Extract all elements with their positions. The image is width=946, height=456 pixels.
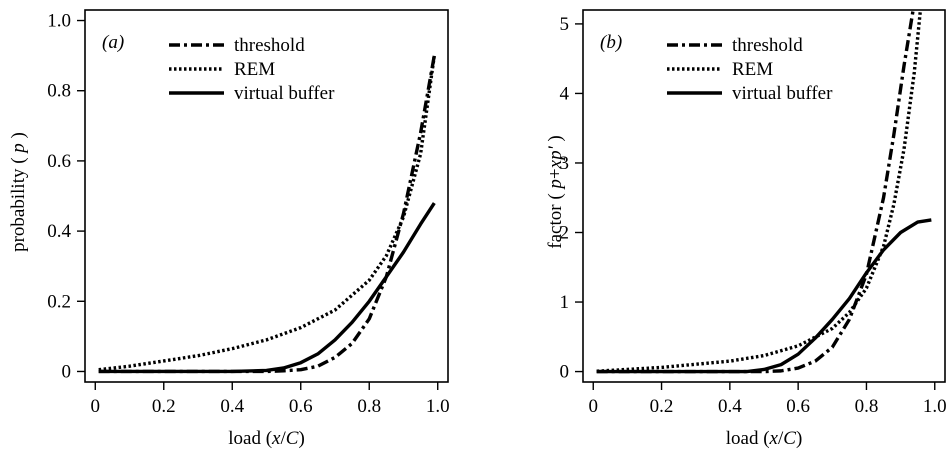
y-axis-label-part: ) (545, 135, 566, 146)
x-tick-label: 0.4 (718, 396, 742, 417)
y-tick-label: 1.0 (47, 11, 71, 32)
x-tick-label: 1.0 (426, 396, 450, 417)
x-axis-label-part: / (280, 428, 286, 449)
y-tick-label: 2 (560, 223, 570, 244)
legend-label-virtual-buffer: virtual buffer (732, 83, 833, 104)
x-tick-label: 0.8 (357, 396, 381, 417)
x-tick-label: 0 (91, 396, 101, 417)
y-axis-label-part: probability ( (8, 153, 29, 252)
y-tick-label: 0.2 (47, 291, 71, 312)
x-axis-label-part: load ( (228, 428, 272, 449)
y-tick-label: 0.6 (47, 151, 71, 172)
y-tick-label: 0 (560, 362, 570, 383)
legend: threshold REM virtual buffer (169, 35, 335, 104)
x-tick-label: 0.2 (152, 396, 176, 417)
y-tick-label: 5 (560, 14, 570, 35)
plot-frame (582, 9, 946, 383)
panel-label: (a) (102, 32, 124, 53)
x-tick-label: 0.8 (855, 396, 879, 417)
x-tick-label: 0.4 (220, 396, 244, 417)
panel-a: 0 0.2 0.4 0.6 0.8 1.0 0 0.2 0.4 0.6 0.8 1.0 load (x/… (8, 9, 450, 449)
plot-frame (84, 9, 449, 383)
x-tick-label: 1.0 (923, 396, 946, 417)
y-axis-label-part: p (8, 143, 29, 155)
y-tick-label: 0.4 (47, 221, 71, 242)
legend-label-REM: REM (234, 59, 275, 80)
x-axis-label-part: ) (796, 428, 802, 449)
x-axis-label-part: C (783, 428, 796, 449)
x-axis-label-part: ) (298, 428, 304, 449)
panel-label: (b) (600, 32, 622, 53)
x-tick-label: 0.6 (289, 396, 313, 417)
x-axis-label-part: / (778, 428, 784, 449)
series-line-threshold (98, 55, 436, 374)
x-tick-label: 0.6 (786, 396, 810, 417)
series-line-REM (98, 55, 436, 372)
y-axis-label-part: factor ( (545, 189, 566, 249)
y-tick-label: 1 (560, 292, 570, 313)
series-line-virtual-buffer (98, 202, 436, 374)
series-line-virtual-buffer (596, 218, 932, 374)
x-axis-label-part: x (271, 428, 281, 449)
y-axis-label-part: xp' (545, 145, 566, 169)
y-tick-label: 4 (560, 83, 570, 104)
legend-label-threshold: threshold (234, 35, 305, 56)
legend-label-virtual-buffer: virtual buffer (234, 83, 335, 104)
series-line-REM (596, 10, 923, 373)
y-axis-label: probability ( p ) (8, 132, 29, 252)
y-axis-label-part: + (545, 168, 566, 179)
y-tick-label: 0 (62, 361, 72, 382)
legend-label-REM: REM (732, 59, 773, 80)
x-axis-label-part: load ( (726, 428, 770, 449)
y-tick-label: 3 (560, 153, 570, 174)
legend: threshold REM virtual buffer (667, 35, 833, 104)
legend-label-threshold: threshold (732, 35, 803, 56)
x-axis-label-part: x (769, 428, 779, 449)
y-axis-label: factor ( p+xp' ) (545, 135, 566, 248)
series-line-threshold (596, 10, 915, 374)
x-axis-label: load (x/C) (228, 428, 305, 449)
x-axis-label: load (x/C) (726, 428, 803, 449)
y-tick-label: 0.8 (47, 81, 71, 102)
x-axis-label-part: C (286, 428, 299, 449)
x-tick-label: 0 (588, 396, 598, 417)
y-axis-label-part: ) (8, 132, 29, 143)
x-tick-label: 0.2 (650, 396, 674, 417)
y-axis-label-part: p (545, 179, 566, 191)
